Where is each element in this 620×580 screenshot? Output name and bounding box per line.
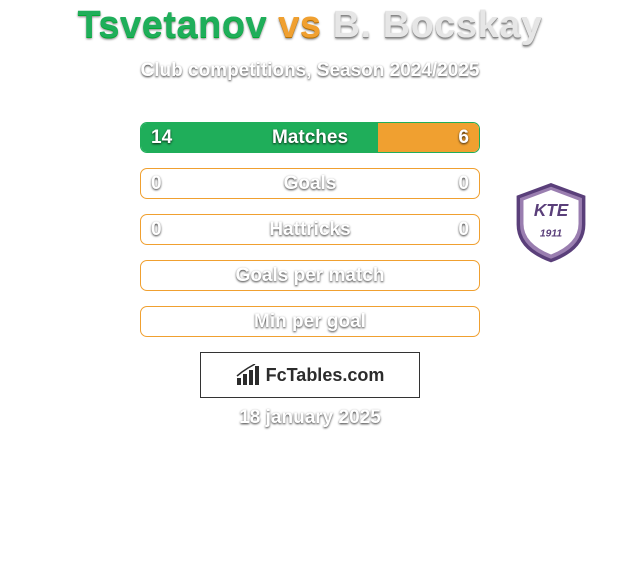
watermark-text: FcTables.com [266,365,385,386]
player1-badge-oval-bottom [22,178,118,204]
stats-rows: 14 Matches 6 0 Goals 0 0 Hattricks 0 Goa… [140,122,480,337]
player2-badge: KTE 1911 [500,170,602,272]
stat-row-goals-per-match: Goals per match [140,260,480,291]
stat-label: Goals [284,173,337,195]
date: 18 january 2025 [0,407,620,429]
stat-value-left: 14 [151,127,172,149]
player1-badge-oval-top [8,124,112,148]
stat-value-left: 0 [151,219,162,241]
vs-text: vs [278,4,321,46]
svg-text:KTE: KTE [534,200,569,220]
stat-row-hattricks: 0 Hattricks 0 [140,214,480,245]
stat-value-left: 0 [151,173,162,195]
stat-row-goals: 0 Goals 0 [140,168,480,199]
stat-label: Goals per match [236,265,385,287]
stat-value-right: 0 [458,173,469,195]
watermark: FcTables.com [200,352,420,398]
stat-label: Min per goal [254,311,366,333]
player2-name: B. Bocskay [333,4,543,46]
stat-row-matches: 14 Matches 6 [140,122,480,153]
player1-name: Tsvetanov [78,4,268,46]
stat-row-min-per-goal: Min per goal [140,306,480,337]
chart-icon [236,364,260,386]
kte-shield-icon: KTE 1911 [508,178,594,264]
title: Tsvetanov vs B. Bocskay [0,4,620,47]
svg-text:1911: 1911 [540,228,562,239]
comparison-card: Tsvetanov vs B. Bocskay Club competition… [0,0,620,580]
stat-value-right: 0 [458,219,469,241]
stat-value-right: 6 [458,127,469,149]
stat-label: Matches [272,127,348,149]
subtitle: Club competitions, Season 2024/2025 [0,60,620,82]
player2-badge-oval-top [490,124,590,150]
stat-label: Hattricks [269,219,350,241]
